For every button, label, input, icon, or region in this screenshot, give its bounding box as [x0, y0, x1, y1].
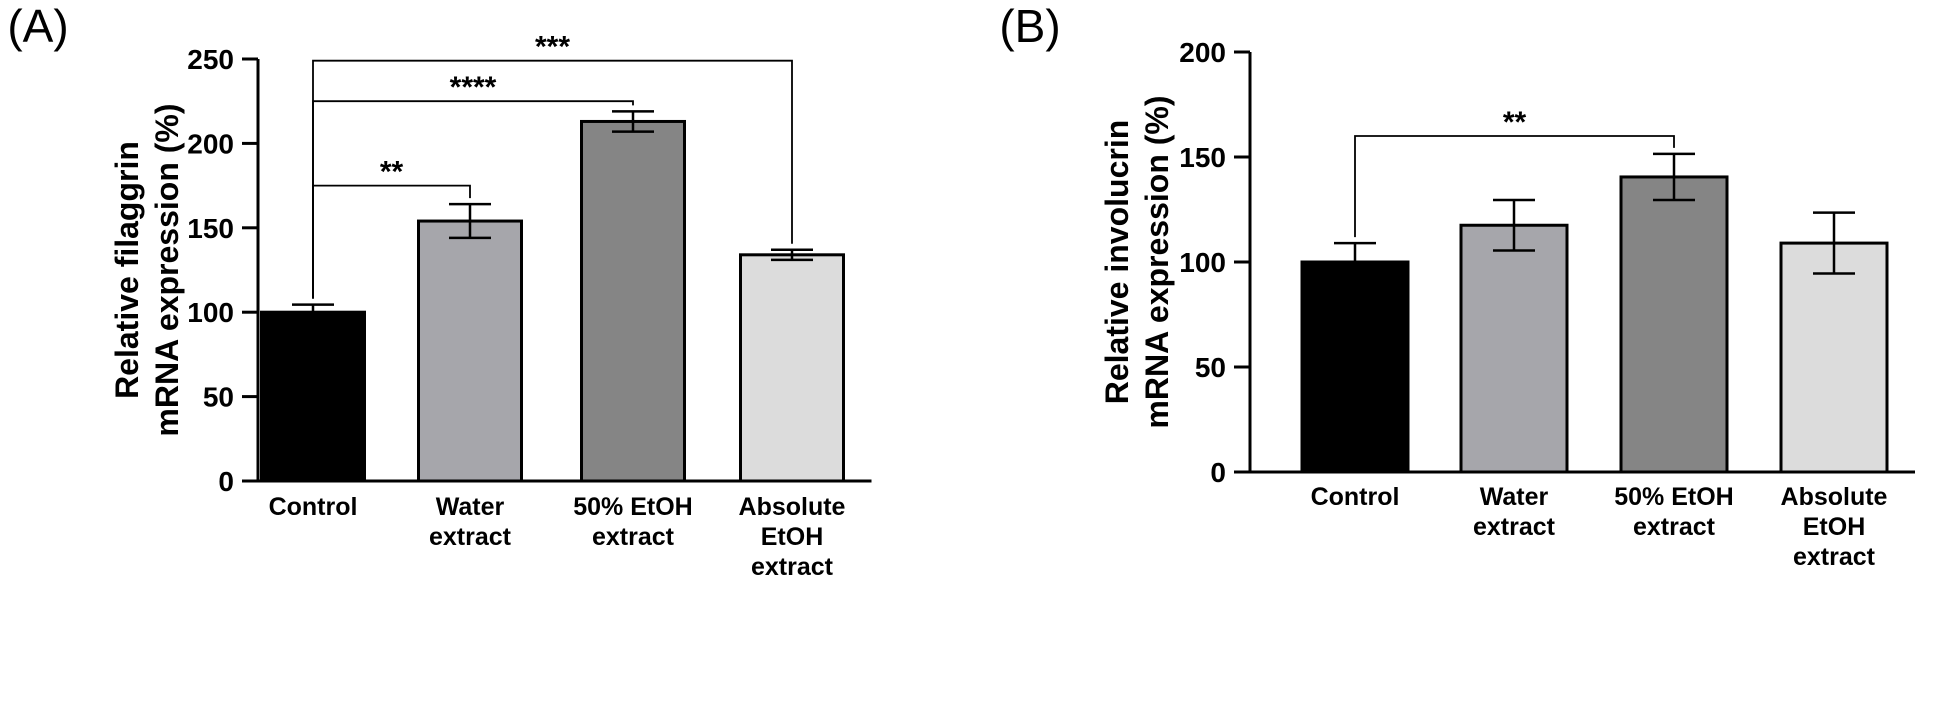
y-tick-label: 150 [1179, 142, 1226, 173]
significance-bracket [312, 59, 793, 299]
x-category-label: extract [429, 523, 512, 551]
chart-panel-a: (A) 0 50 100 150 200 250 Relative filaggrin mRNA… [7, 0, 872, 581]
y-tick-label: 0 [1210, 457, 1226, 488]
bar [580, 119, 686, 483]
x-category-label: EtOH [1803, 513, 1866, 541]
y-axis-title-line: Relative filaggrin [109, 141, 145, 399]
x-category-label: Water [1480, 483, 1549, 511]
y-tick-label: 200 [1179, 37, 1226, 68]
chart-panel-b: (B) 0 50 100 150 200 Relative involucrin mRNA e… [999, 0, 1915, 571]
x-category-label: Control [269, 493, 358, 521]
y-axis-title-line: mRNA expression (%) [149, 103, 185, 436]
significance-label: ** [380, 156, 404, 189]
x-category-label: Water [436, 493, 505, 521]
y-tick-label: 100 [1179, 247, 1226, 278]
significance-bracket [1354, 135, 1675, 238]
x-category-label: extract [592, 523, 675, 551]
y-tick-label: 50 [1195, 352, 1226, 383]
x-category-label: extract [1793, 543, 1876, 571]
x-category-label: EtOH [761, 523, 824, 551]
bar [1779, 241, 1889, 474]
panel-label: (A) [7, 0, 68, 52]
bar [1300, 260, 1410, 474]
y-tick-label: 150 [187, 213, 234, 244]
panel-label: (B) [999, 0, 1060, 52]
x-category-label: 50% EtOH [1614, 483, 1733, 511]
y-tick-label: 100 [187, 297, 234, 328]
bar [260, 310, 366, 483]
x-category-label: Absolute [739, 493, 846, 521]
x-category-label: extract [751, 553, 834, 581]
x-category-label: Absolute [1781, 483, 1888, 511]
y-axis-title-line: Relative involucrin [1099, 120, 1135, 405]
significance-label: *** [535, 31, 570, 64]
y-tick-label: 0 [218, 466, 234, 497]
x-category-label: Control [1311, 483, 1400, 511]
x-category-label: extract [1633, 513, 1716, 541]
bar [417, 219, 523, 483]
y-axis-title-line: mRNA expression (%) [1139, 95, 1175, 428]
bar [739, 253, 845, 483]
x-category-label: extract [1473, 513, 1556, 541]
x-category-label: 50% EtOH [573, 493, 692, 521]
significance-label: ** [1503, 106, 1527, 139]
bar [1459, 223, 1569, 474]
bar [1619, 175, 1729, 474]
y-tick-label: 250 [187, 44, 234, 75]
y-tick-label: 50 [203, 382, 234, 413]
significance-label: **** [450, 71, 497, 104]
y-tick-label: 200 [187, 128, 234, 159]
